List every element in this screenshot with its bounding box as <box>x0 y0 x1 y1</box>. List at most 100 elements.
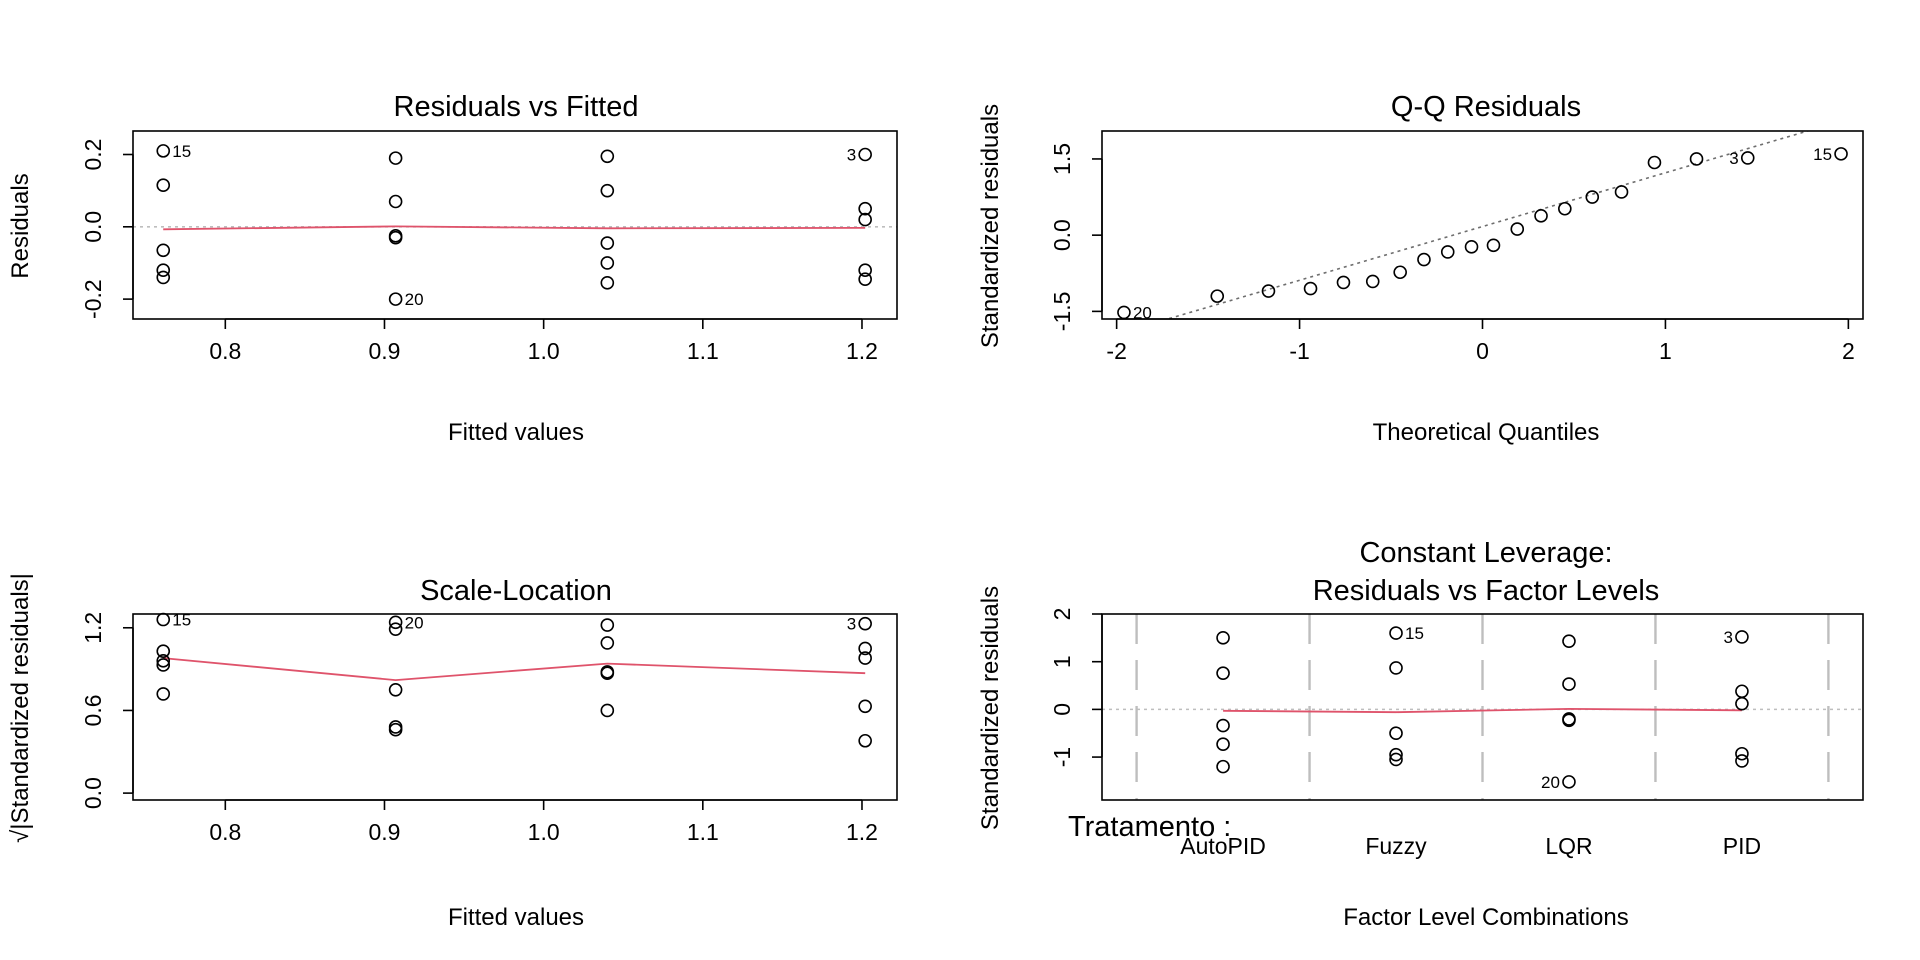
data-point <box>1647 155 1662 170</box>
x-tick-label: 0.9 <box>368 338 400 364</box>
plot-area: 15 3 20 AutoPID Fuzzy LQR PID -1 0 1 2 <box>1049 608 1864 859</box>
data-point <box>1834 147 1848 161</box>
y-tick-label: 0.0 <box>80 777 106 809</box>
point-label: 3 <box>1729 149 1738 168</box>
category-label: LQR <box>1545 833 1592 859</box>
panel-subtitle: Residuals vs Factor Levels <box>1313 575 1660 607</box>
data-point <box>156 144 171 158</box>
data-point <box>1216 759 1230 774</box>
x-tick-label: 1.2 <box>846 819 878 845</box>
point-label: 15 <box>1813 145 1832 164</box>
plot-area: 20 3 15 -2 -1 0 1 2 -1.5 0.0 1.5 <box>1049 130 1864 364</box>
data-point <box>600 666 615 681</box>
panel-constant-leverage: Constant Leverage: Residuals vs Factor L… <box>977 537 1864 931</box>
data-point <box>600 703 615 718</box>
data-point <box>1464 240 1479 254</box>
data-point <box>858 147 872 162</box>
data-point <box>156 644 171 659</box>
y-tick-label: 1.5 <box>1049 143 1075 175</box>
data-point <box>388 151 403 165</box>
data-point <box>156 612 171 627</box>
data-point <box>1486 238 1501 253</box>
data-point <box>1117 305 1131 320</box>
data-point <box>388 720 403 734</box>
data-point <box>156 658 171 672</box>
y-tick-label: -0.2 <box>80 279 106 319</box>
data-point <box>1562 775 1576 789</box>
y-tick-label: 1 <box>1049 655 1075 668</box>
category-label: Fuzzy <box>1365 833 1427 859</box>
y-tick-label: -1.5 <box>1049 292 1075 332</box>
data-point <box>1389 626 1403 640</box>
data-point <box>858 212 872 227</box>
point-label: 3 <box>847 146 856 165</box>
data-point <box>1735 746 1749 761</box>
data-point <box>858 641 872 656</box>
x-tick-label: 0 <box>1476 338 1489 364</box>
data-point <box>1562 677 1576 691</box>
data-point <box>600 256 615 270</box>
data-point <box>600 149 615 164</box>
data-point <box>1389 661 1403 675</box>
data-point <box>1216 666 1230 680</box>
data-point <box>388 292 403 306</box>
data-point <box>1510 222 1525 236</box>
plot-frame <box>132 613 898 801</box>
data-point <box>1216 718 1230 733</box>
panel-scale-location: Scale-Location Fitted values √|Standardi… <box>7 573 898 931</box>
data-point <box>1534 209 1548 223</box>
data-point <box>1614 185 1629 199</box>
data-point <box>1689 152 1704 166</box>
data-point <box>1740 151 1755 165</box>
point-label: 20 <box>405 290 424 309</box>
point-label: 20 <box>1541 773 1560 792</box>
panel-title: Q-Q Residuals <box>1391 91 1581 123</box>
data-point <box>1216 737 1230 752</box>
data-point <box>1389 752 1403 767</box>
x-axis-label: Fitted values <box>448 904 584 931</box>
x-axis-label: Fitted values <box>448 419 584 446</box>
x-tick-label: 1.1 <box>687 338 719 364</box>
data-point <box>600 636 615 650</box>
data-point <box>1558 201 1572 216</box>
x-tick-label: 2 <box>1842 338 1855 364</box>
data-point <box>600 236 615 250</box>
y-tick-label: -1 <box>1049 747 1075 767</box>
data-point <box>1216 631 1230 645</box>
point-label: 3 <box>847 615 856 634</box>
data-point <box>1735 754 1749 768</box>
data-point <box>156 243 171 258</box>
point-label: 20 <box>1133 303 1152 322</box>
data-point <box>388 615 403 630</box>
data-point <box>1389 747 1403 762</box>
panel-qq-residuals: Q-Q Residuals Theoretical Quantiles Stan… <box>977 91 1864 446</box>
data-point <box>156 178 171 193</box>
data-point <box>1417 252 1431 267</box>
point-label: 20 <box>405 613 424 632</box>
x-tick-label: 0.9 <box>368 819 400 845</box>
x-tick-label: 1.1 <box>687 819 719 845</box>
data-point <box>1365 274 1380 289</box>
data-point <box>858 616 872 631</box>
plot-area: 15 20 3 0.8 0.9 1.0 1.1 1.2 0.0 0.6 1.2 <box>80 611 898 845</box>
data-point <box>1393 265 1407 280</box>
point-label: 15 <box>172 611 191 630</box>
data-point <box>858 272 872 287</box>
data-point <box>1261 284 1276 298</box>
data-point <box>388 622 403 636</box>
data-point <box>858 263 872 277</box>
point-label: 15 <box>1405 624 1424 643</box>
panel-residuals-vs-fitted: Residuals vs Fitted Fitted values Residu… <box>7 91 898 446</box>
x-tick-label: -2 <box>1106 338 1126 364</box>
data-point <box>1336 275 1351 290</box>
x-axis-label: Theoretical Quantiles <box>1373 419 1600 446</box>
data-point <box>1210 289 1225 303</box>
data-point <box>1440 245 1455 259</box>
qq-reference-line <box>1164 131 1811 319</box>
data-point <box>600 183 615 198</box>
y-axis-label: Standardized residuals <box>977 104 1004 348</box>
data-point <box>388 194 403 209</box>
data-point <box>1585 190 1600 204</box>
data-point <box>858 651 872 665</box>
data-point <box>1735 696 1749 711</box>
